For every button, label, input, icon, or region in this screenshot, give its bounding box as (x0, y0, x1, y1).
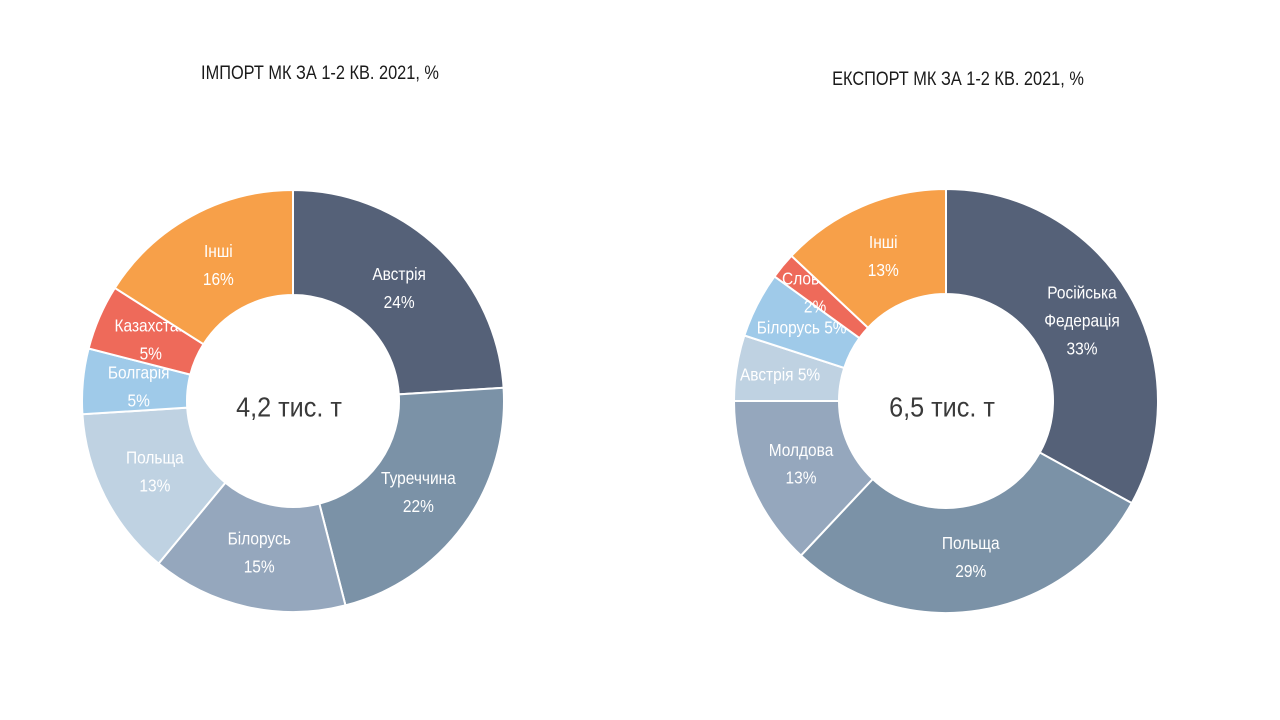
export-label-rosiiska-federatsiia: Російська Федерація 33% (1044, 282, 1119, 358)
export-slice-polshcha (799, 451, 1134, 614)
import-donut-chart: Австрія 24% Туреччина 22% Білорусь 15% Польща 1… (81, 188, 505, 613)
export-slice-rosiiska-federatsiia (945, 187, 1160, 505)
import-slice-turechchyna (318, 386, 505, 607)
export-center-total: 6,5 тис. т (889, 391, 995, 423)
export-donut-chart: Російська Федерація 33% Польща 29% Молдова 13%… (732, 187, 1160, 614)
export-label-polshcha: Польща 29% (942, 533, 1000, 581)
import-chart-title: ІМПОРТ МК ЗА 1-2 КВ. 2021, % (201, 63, 439, 84)
import-label-inshi: Інші 16% (203, 241, 234, 289)
import-slice-bilorus (157, 481, 347, 613)
import-center-total: 4,2 тис. т (236, 391, 342, 423)
import-label-bolhariia: Болгарія 5% (108, 362, 170, 410)
export-label-moldova: Молдова 13% (769, 440, 834, 488)
export-label-inshi: Інші 13% (868, 232, 899, 280)
import-label-bilorus: Білорусь 15% (228, 528, 291, 576)
import-slice-inshi (113, 188, 294, 346)
export-slice-inshi (790, 187, 947, 330)
import-label-polshcha: Польща 13% (126, 447, 184, 495)
import-label-avstriia: Австрія 24% (372, 264, 426, 312)
import-slice-avstriia (292, 188, 505, 396)
export-label-bilorus: Білорусь 5% (757, 317, 847, 337)
export-chart-title: ЕКСПОРТ МК ЗА 1-2 КВ. 2021, % (832, 69, 1084, 90)
export-label-avstriia: Австрія 5% (740, 365, 820, 385)
import-label-turechchyna: Туреччина 22% (381, 468, 456, 516)
